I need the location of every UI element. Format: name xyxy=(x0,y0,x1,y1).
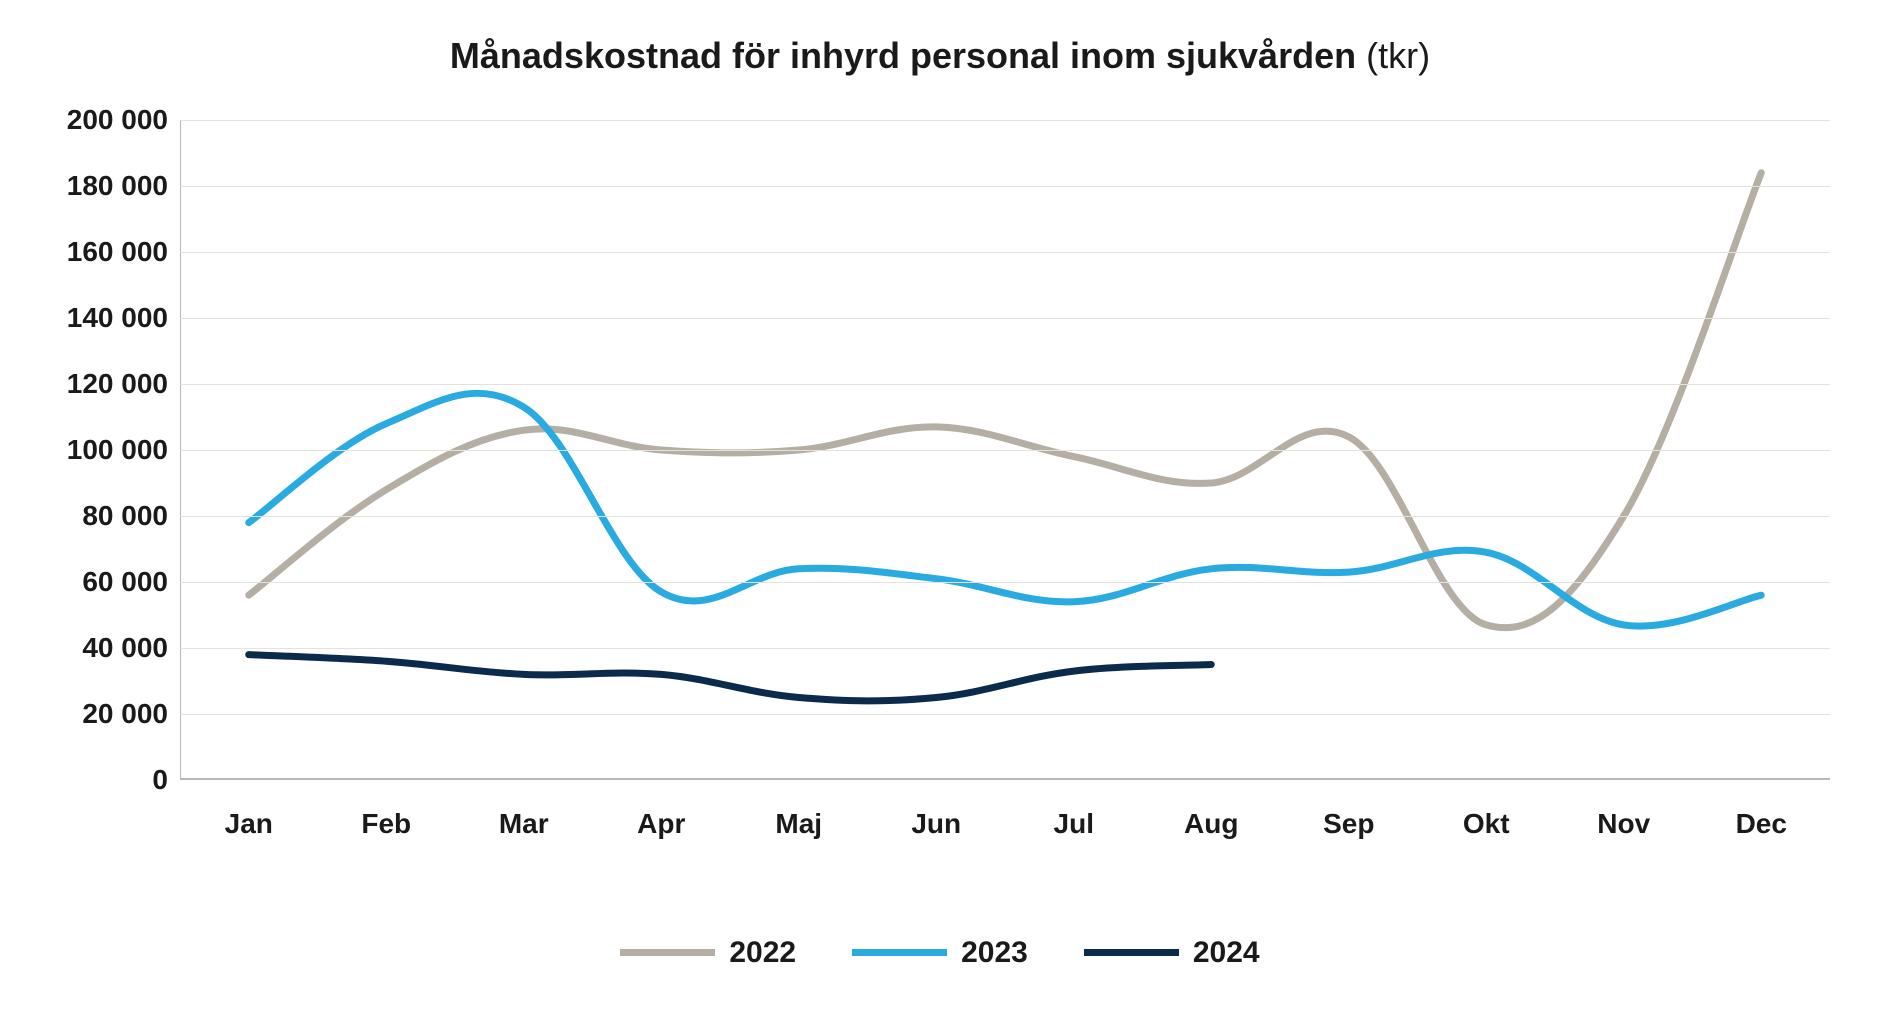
y-tick-label: 100 000 xyxy=(67,434,180,466)
y-tick-label: 0 xyxy=(152,764,180,796)
y-tick-label: 180 000 xyxy=(67,170,180,202)
cost-line-chart: Månadskostnad för inhyrd personal inom s… xyxy=(0,0,1880,1035)
x-tick-label: Nov xyxy=(1597,780,1650,840)
legend-item-2024: 2024 xyxy=(1084,936,1260,970)
x-tick-label: Aug xyxy=(1184,780,1238,840)
series-line-2023 xyxy=(249,393,1762,626)
y-tick-label: 160 000 xyxy=(67,236,180,268)
series-line-2022 xyxy=(249,173,1762,628)
x-tick-label: Sep xyxy=(1323,780,1374,840)
gridline xyxy=(180,648,1830,649)
legend-swatch xyxy=(852,949,947,956)
x-tick-label: Jan xyxy=(225,780,273,840)
plot-area: 020 00040 00060 00080 000100 000120 0001… xyxy=(180,120,1830,780)
legend: 2022 2023 2024 xyxy=(0,930,1880,970)
legend-item-2023: 2023 xyxy=(852,936,1028,970)
y-tick-label: 200 000 xyxy=(67,104,180,136)
gridline xyxy=(180,318,1830,319)
x-tick-label: Jul xyxy=(1054,780,1094,840)
chart-title: Månadskostnad för inhyrd personal inom s… xyxy=(0,35,1880,77)
gridline xyxy=(180,252,1830,253)
gridline xyxy=(180,120,1830,121)
y-tick-label: 20 000 xyxy=(82,698,180,730)
gridline xyxy=(180,582,1830,583)
gridline xyxy=(180,516,1830,517)
x-tick-label: Mar xyxy=(499,780,549,840)
chart-title-main: Månadskostnad för inhyrd personal inom s… xyxy=(450,35,1356,76)
chart-title-unit: (tkr) xyxy=(1366,35,1430,76)
legend-label: 2023 xyxy=(961,936,1028,970)
y-tick-label: 120 000 xyxy=(67,368,180,400)
x-tick-label: Feb xyxy=(361,780,411,840)
y-tick-label: 80 000 xyxy=(82,500,180,532)
y-tick-label: 140 000 xyxy=(67,302,180,334)
gridline xyxy=(180,714,1830,715)
legend-label: 2024 xyxy=(1193,936,1260,970)
legend-item-2022: 2022 xyxy=(620,936,796,970)
y-tick-label: 60 000 xyxy=(82,566,180,598)
x-tick-label: Dec xyxy=(1736,780,1787,840)
legend-swatch xyxy=(1084,949,1179,956)
x-tick-label: Maj xyxy=(775,780,822,840)
gridline xyxy=(180,450,1830,451)
gridline xyxy=(180,186,1830,187)
x-tick-label: Apr xyxy=(637,780,685,840)
x-tick-label: Jun xyxy=(911,780,961,840)
series-line-2024 xyxy=(249,655,1212,701)
y-tick-label: 40 000 xyxy=(82,632,180,664)
legend-label: 2022 xyxy=(729,936,796,970)
legend-swatch xyxy=(620,949,715,956)
x-tick-label: Okt xyxy=(1463,780,1510,840)
gridline xyxy=(180,384,1830,385)
